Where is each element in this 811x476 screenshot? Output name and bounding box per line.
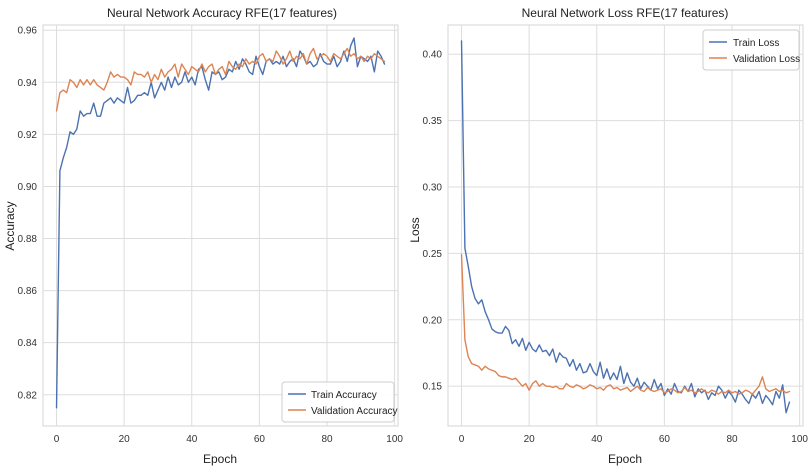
accuracy-legend: Train Accuracy Validation Accuracy <box>281 381 398 423</box>
loss-x-tick-label: 80 <box>726 434 738 445</box>
accuracy-series-validation-line <box>55 47 386 112</box>
loss-y-tick-label: 0.35 <box>423 116 443 127</box>
loss-y-tick-label: 0.15 <box>423 382 443 393</box>
accuracy-x-tick-label: 80 <box>321 434 333 445</box>
loss-series <box>460 40 791 414</box>
accuracy-x-tick-label: 40 <box>186 434 198 445</box>
loss-x-ticks: 0 20 40 60 80 100 <box>459 434 809 445</box>
loss-series-train-line <box>460 40 791 414</box>
accuracy-y-tick-label: 0.84 <box>18 338 38 349</box>
loss-y-tick-label: 0.20 <box>423 315 443 326</box>
loss-legend-box <box>702 29 800 71</box>
loss-chart-title: Neural Network Loss RFE(17 features) <box>522 6 729 20</box>
accuracy-y-tick-label: 0.86 <box>18 286 38 297</box>
loss-chart: Neural Network Loss RFE(17 features) 0 20… <box>408 6 808 466</box>
loss-x-tick-label: 40 <box>591 434 603 445</box>
accuracy-chart: Neural Network Accuracy RFE(17 features)… <box>3 6 403 466</box>
accuracy-y-tick-label: 0.90 <box>18 182 38 193</box>
loss-plot-area <box>447 24 804 427</box>
loss-x-tick-label: 60 <box>659 434 671 445</box>
loss-y-tick-label: 0.40 <box>423 50 443 61</box>
accuracy-y-tick-label: 0.88 <box>18 234 38 245</box>
accuracy-x-tick-label: 20 <box>119 434 131 445</box>
accuracy-x-tick-label: 100 <box>386 434 403 445</box>
loss-legend-train-label: Train Loss <box>733 38 779 49</box>
accuracy-y-ticks: 0.82 0.84 0.86 0.88 0.90 0.92 0.94 0.96 <box>18 26 38 402</box>
loss-y-ticks: 0.15 0.20 0.25 0.30 0.35 0.40 <box>423 50 443 393</box>
loss-y-tick-label: 0.25 <box>423 249 443 260</box>
accuracy-y-tick-label: 0.96 <box>18 26 38 37</box>
accuracy-legend-box <box>281 381 395 423</box>
accuracy-y-tick-label: 0.92 <box>18 130 38 141</box>
loss-x-tick-label: 20 <box>524 434 536 445</box>
loss-series-validation-line <box>460 254 791 395</box>
loss-y-tick-label: 0.30 <box>423 182 443 193</box>
accuracy-plot-area <box>42 24 399 427</box>
accuracy-chart-title: Neural Network Accuracy RFE(17 features) <box>107 6 337 20</box>
accuracy-x-tick-label: 60 <box>254 434 266 445</box>
accuracy-legend-train-label: Train Accuracy <box>311 390 377 401</box>
accuracy-x-axis-label: Epoch <box>203 452 237 466</box>
loss-x-tick-label: 100 <box>791 434 808 445</box>
accuracy-series-train-line <box>55 37 386 409</box>
accuracy-y-tick-label: 0.82 <box>18 390 38 401</box>
accuracy-x-ticks: 0 20 40 60 80 100 <box>54 434 404 445</box>
accuracy-y-axis-label: Accuracy <box>3 201 17 250</box>
loss-x-tick-label: 0 <box>459 434 465 445</box>
accuracy-x-tick-label: 0 <box>54 434 60 445</box>
loss-legend-validation-label: Validation Loss <box>733 54 800 65</box>
loss-legend: Train Loss Validation Loss <box>702 29 800 71</box>
accuracy-series <box>55 37 386 409</box>
loss-grid <box>448 25 803 426</box>
accuracy-grid <box>43 25 398 426</box>
accuracy-y-tick-label: 0.94 <box>18 78 38 89</box>
loss-y-axis-label: Loss <box>408 217 422 242</box>
accuracy-legend-validation-label: Validation Accuracy <box>311 406 398 417</box>
loss-x-axis-label: Epoch <box>608 452 642 466</box>
